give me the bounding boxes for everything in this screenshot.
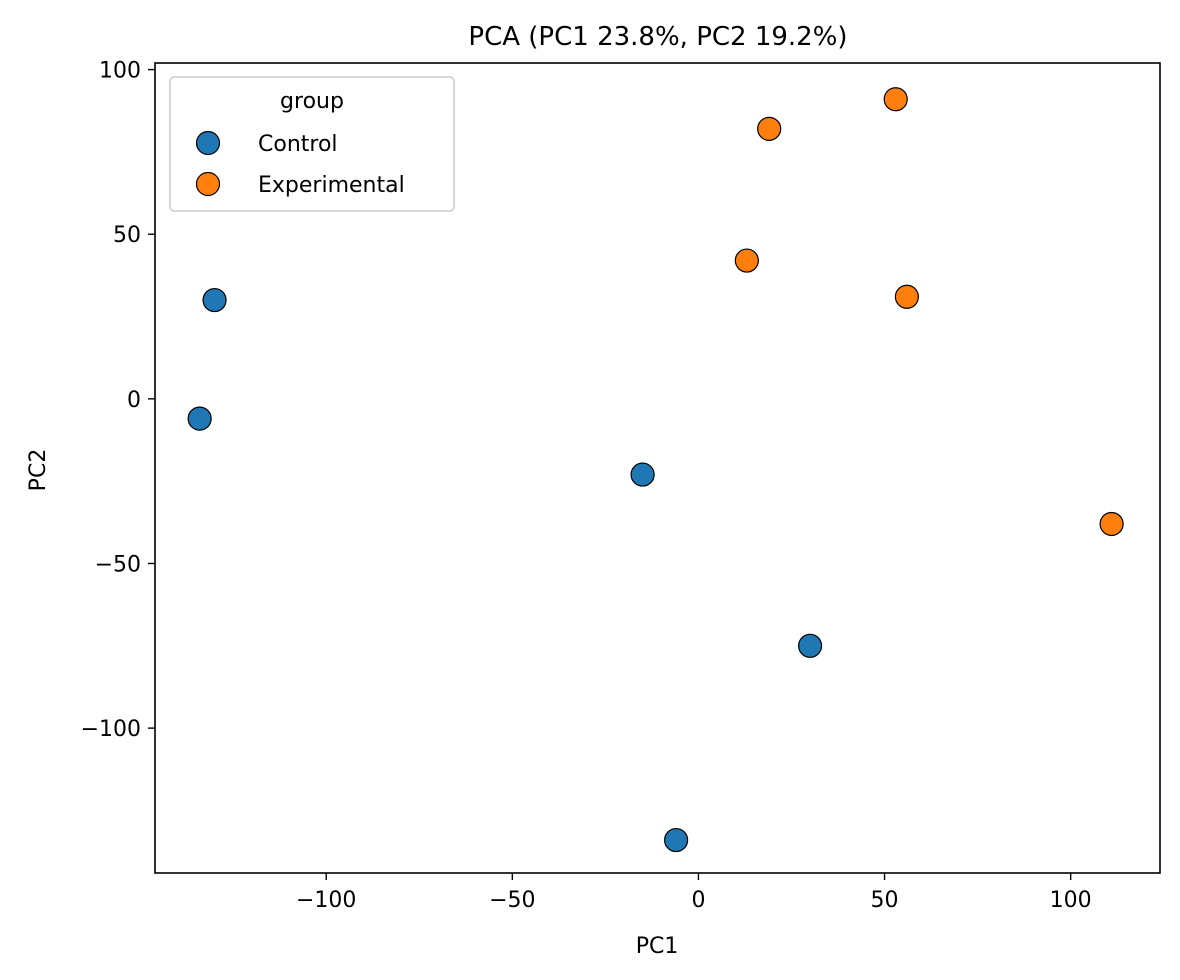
data-point-control: [630, 462, 655, 487]
data-point-control: [202, 287, 227, 313]
y-tick-label: 0: [127, 388, 141, 413]
data-point-experimental: [894, 284, 919, 309]
data-point-experimental: [883, 87, 908, 112]
data-point-control: [664, 827, 689, 853]
legend-label-experimental: Experimental: [258, 173, 405, 198]
x-tick-label: 50: [871, 888, 899, 913]
legend-title: group: [280, 89, 344, 114]
chart-title: PCA (PC1 23.8%, PC2 19.2%): [468, 22, 847, 52]
x-tick-label: −50: [489, 888, 535, 913]
y-tick-label: 50: [113, 223, 141, 248]
data-point-control: [798, 633, 823, 658]
data-point-experimental: [1099, 511, 1124, 537]
data-point-experimental: [757, 116, 782, 141]
x-tick-label: 0: [691, 888, 705, 913]
y-axis-ticks: −100 −50 0 50 100: [81, 59, 155, 742]
legend: group Control Experimental: [169, 76, 455, 212]
legend-marker-experimental: [195, 171, 221, 197]
x-tick-label: 100: [1050, 888, 1092, 913]
y-tick-label: 100: [99, 59, 141, 84]
legend-box: [169, 76, 455, 212]
data-point-control: [187, 406, 212, 431]
x-axis-ticks: −100 −50 0 50 100: [296, 873, 1092, 913]
plot-area-frame: [154, 62, 1161, 874]
y-tick-label: −50: [95, 552, 141, 577]
y-tick-label: −100: [81, 717, 141, 742]
y-axis-label: PC2: [26, 449, 51, 492]
x-axis-label: PC1: [636, 934, 679, 959]
data-points: [187, 87, 1124, 853]
legend-label-control: Control: [258, 132, 338, 157]
data-point-experimental: [734, 248, 759, 273]
legend-marker-control: [195, 130, 221, 156]
x-tick-label: −100: [296, 888, 356, 913]
